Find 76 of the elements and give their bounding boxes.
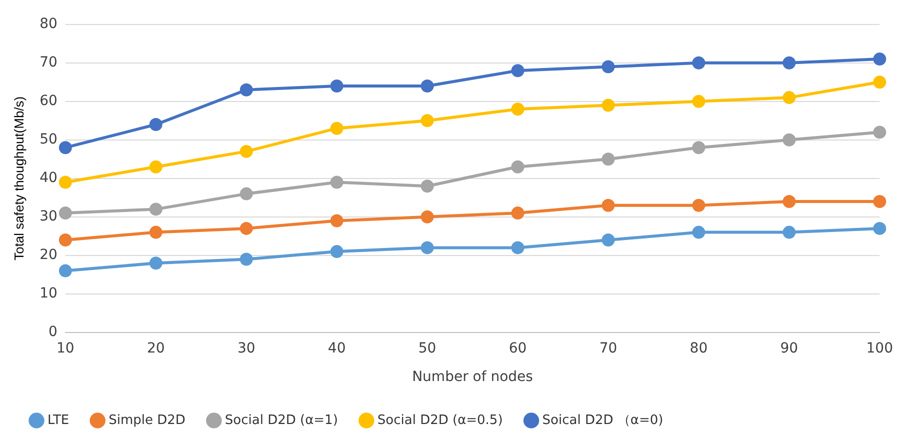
- point: [420, 114, 434, 128]
- point: [511, 206, 524, 220]
- point: [330, 245, 344, 258]
- y-axis-title: Total safety thoughput(Mb/s): [11, 96, 26, 260]
- point: [511, 241, 524, 254]
- legend-label: Social D2D (α=1): [224, 412, 338, 428]
- x-tick-label: 50: [418, 340, 436, 356]
- legend-label: LTE: [48, 412, 70, 428]
- point: [511, 64, 524, 78]
- point: [149, 256, 162, 270]
- y-tick-label: 40: [40, 170, 58, 186]
- point: [782, 56, 796, 70]
- x-tick-label: 10: [56, 340, 74, 356]
- point: [149, 226, 162, 239]
- point: [240, 222, 253, 235]
- point: [602, 60, 615, 74]
- legend-label: Soical D2D （α=0): [542, 412, 664, 428]
- x-tick-label: 90: [780, 340, 798, 356]
- x-tick-label: 40: [328, 340, 346, 356]
- point: [149, 202, 162, 216]
- legend-label: Simple D2D: [108, 412, 186, 428]
- point: [240, 83, 253, 96]
- point: [420, 180, 434, 193]
- point: [58, 141, 72, 154]
- point: [240, 252, 253, 266]
- y-tick-label: 0: [48, 324, 58, 340]
- x-tick-label: 100: [866, 340, 894, 356]
- y-tick-label: 30: [40, 208, 58, 225]
- point: [782, 226, 796, 239]
- point: [692, 56, 706, 70]
- point: [58, 176, 72, 189]
- x-tick-label: 20: [146, 340, 165, 356]
- point: [58, 234, 72, 246]
- point: [330, 214, 344, 228]
- point: [692, 198, 706, 212]
- point: [420, 241, 434, 254]
- x-tick-label: 60: [508, 340, 527, 356]
- point: [782, 195, 796, 208]
- point: [58, 264, 72, 278]
- legend-label: Social D2D (α=0.5): [377, 412, 503, 428]
- point: [873, 52, 886, 66]
- point: [692, 141, 706, 154]
- point: [873, 126, 886, 139]
- y-tick-label: 10: [40, 286, 58, 302]
- point: [58, 206, 72, 220]
- y-tick-label: 60: [40, 93, 58, 110]
- y-tick-label: 70: [40, 54, 58, 71]
- point: [602, 98, 615, 112]
- point: [602, 198, 615, 212]
- y-tick-label: 80: [40, 16, 58, 32]
- point: [602, 152, 615, 166]
- x-axis-title: Number of nodes: [412, 369, 533, 386]
- point: [692, 94, 706, 108]
- point: [149, 118, 162, 131]
- point: [782, 133, 796, 146]
- point: [420, 80, 434, 92]
- x-tick-label: 30: [237, 340, 256, 356]
- point: [240, 144, 253, 158]
- x-tick-label: 70: [599, 340, 618, 356]
- point: [873, 76, 886, 89]
- point: [330, 122, 344, 135]
- point: [240, 187, 253, 200]
- y-tick-label: 20: [40, 247, 58, 264]
- point: [149, 160, 162, 174]
- point: [873, 222, 886, 235]
- point: [602, 234, 615, 246]
- y-tick-label: 50: [40, 132, 58, 148]
- point: [692, 226, 706, 239]
- x-tick-label: 80: [690, 340, 708, 356]
- point: [511, 160, 524, 174]
- point: [873, 195, 886, 208]
- point: [330, 80, 344, 92]
- point: [330, 176, 344, 189]
- point: [782, 91, 796, 104]
- point: [420, 210, 434, 224]
- point: [511, 102, 524, 116]
